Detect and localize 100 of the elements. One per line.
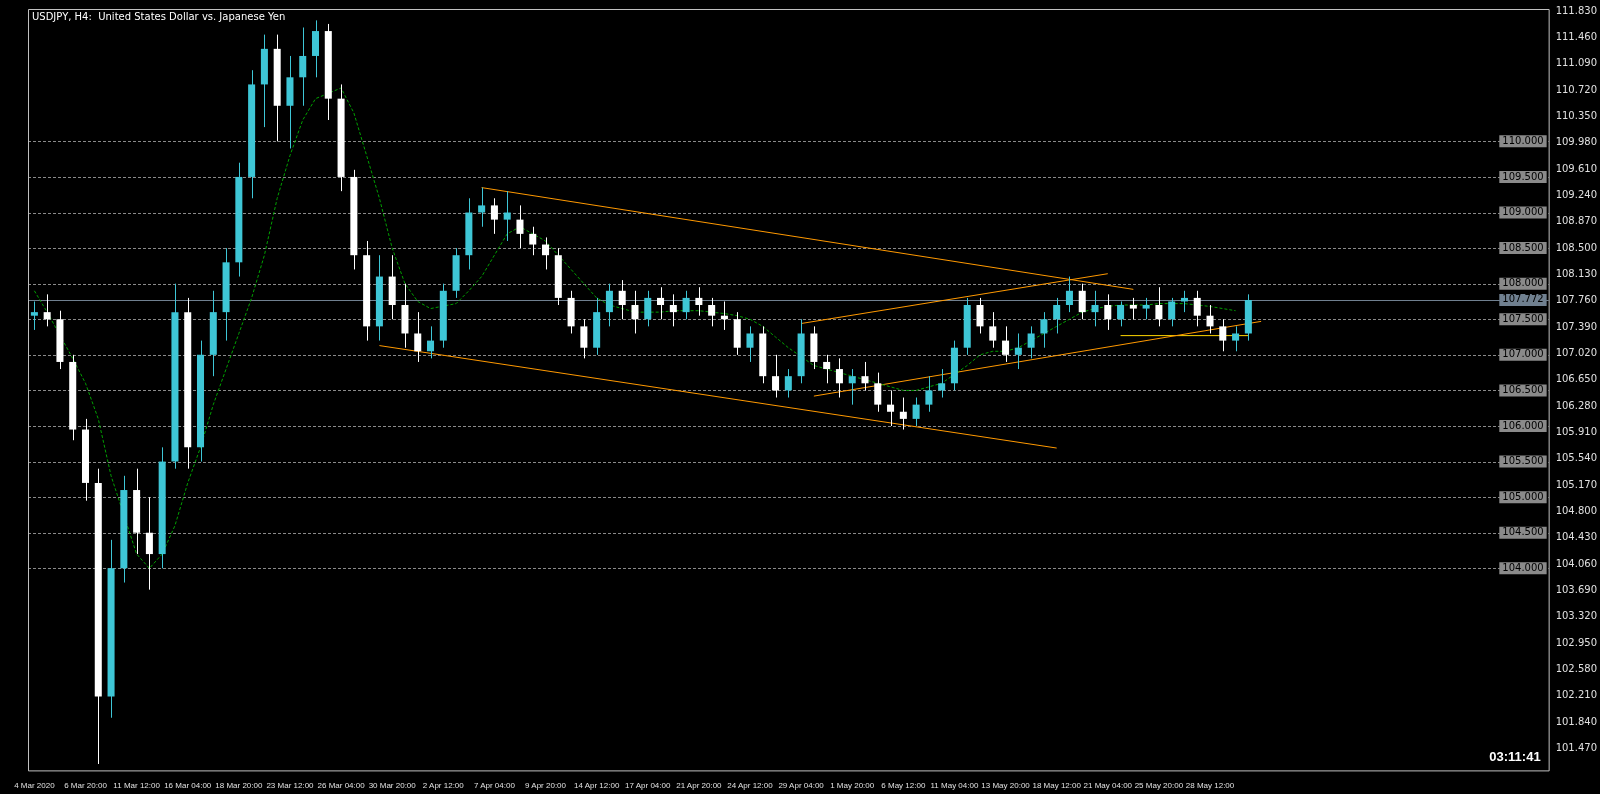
candlestick [145,496,153,591]
candlestick [1117,300,1125,327]
candlestick [490,197,498,235]
x-tick-label: 13 May 20:00 [981,781,1031,791]
candlestick [925,375,933,413]
x-tick-label: 21 Apr 20:00 [676,781,723,791]
y-tick-label: 103.690 [1555,583,1598,595]
candlestick [1078,283,1086,320]
candlestick [580,318,588,359]
ref-line-label: 106.000 [1502,419,1544,431]
candlestick [887,389,895,427]
candlestick [1027,325,1035,359]
candlestick [1129,297,1137,320]
candlestick [823,354,831,384]
y-tick-label: 111.090 [1555,57,1598,69]
candlestick [529,226,537,256]
x-tick-label: 4 Mar 2020 [14,781,56,791]
candlestick [784,368,792,399]
candlestick [1193,290,1201,327]
candlestick [1219,318,1227,352]
candlestick [938,368,946,399]
x-tick-label: 11 May 04:00 [930,781,979,791]
candlestick [874,372,882,413]
y-tick-label: 102.950 [1555,636,1598,648]
candlestick [644,290,652,327]
y-tick-label: 110.350 [1555,110,1598,122]
candlestick [605,283,613,327]
y-tick-label: 107.020 [1555,347,1598,358]
candlestick [1155,286,1163,327]
y-tick-label: 107.760 [1555,294,1598,306]
x-tick-label: 30 Mar 20:00 [368,781,417,791]
candlestick [989,311,997,349]
candlestick [1142,297,1150,320]
x-tick-label: 25 May 20:00 [1134,781,1184,791]
candlestick [1168,297,1176,327]
candlestick [657,286,665,320]
y-tick-label: 108.870 [1555,215,1598,227]
chart-title: USDJPY, H4: United States Dollar vs. Japanese Yen [32,10,286,22]
candlestick [976,297,984,334]
x-tick-label: 26 Mar 04:00 [317,781,366,791]
y-tick-label: 102.580 [1555,662,1598,674]
y-tick-label: 111.460 [1555,31,1598,43]
y-tick-label: 104.430 [1555,531,1598,543]
x-tick-label: 16 Mar 04:00 [164,781,212,791]
ref-line-label: 108.000 [1502,277,1544,289]
candlestick [1065,276,1073,313]
y-tick-label: 103.320 [1555,610,1598,622]
ref-line-label: 109.000 [1502,206,1544,218]
y-tick-label: 111.830 [1555,4,1598,16]
y-tick-label: 106.650 [1555,373,1598,385]
annotation: 03:11:41 [1489,749,1541,765]
y-tick-label: 110.720 [1555,83,1598,95]
x-tick-label: 18 May 12:00 [1032,781,1082,791]
y-tick-label: 109.240 [1555,189,1598,201]
x-tick-label: 29 Apr 04:00 [778,781,825,791]
y-tick-label: 105.910 [1555,425,1598,437]
ref-line-label: 104.500 [1502,526,1544,538]
candlestick [669,293,677,327]
ref-line-label: 107.000 [1502,348,1544,360]
y-tick-label: 109.610 [1555,162,1598,174]
candlestick [631,290,639,334]
x-tick-label: 14 Apr 12:00 [573,781,620,791]
ref-line-label: 106.500 [1502,384,1544,396]
candlestick [772,354,780,399]
candlestick [746,325,754,363]
ref-line-label: 107.772 [1502,293,1544,305]
y-tick-label: 105.540 [1555,452,1598,464]
y-tick-label: 101.470 [1555,741,1598,753]
candlestick [503,190,511,242]
y-tick-label: 102.210 [1555,689,1598,701]
x-tick-label: 6 May 12:00 [881,781,926,791]
x-tick-label: 11 Mar 12:00 [113,781,161,791]
y-tick-label: 107.390 [1555,320,1598,332]
y-tick-label: 104.800 [1555,504,1598,516]
candlestick [478,187,486,228]
y-tick-label: 104.060 [1555,557,1598,569]
candlestick [912,397,920,427]
candlestick [1014,332,1022,370]
candlestick [835,357,843,399]
y-tick-label: 109.980 [1555,136,1598,148]
candlestick [1053,297,1061,334]
x-tick-label: 1 May 20:00 [830,781,875,791]
candlestick [542,236,550,270]
ref-line-label: 108.500 [1502,241,1544,253]
x-tick-label: 21 May 04:00 [1083,781,1133,791]
x-tick-label: 2 Apr 12:00 [422,781,465,791]
candlestick [1091,290,1099,327]
candlestick [516,204,524,249]
ref-line-label: 104.000 [1502,561,1544,573]
y-tick-label: 108.500 [1555,241,1598,253]
candlestick [1040,311,1048,349]
ref-line-label: 105.500 [1502,455,1544,467]
x-tick-label: 9 Apr 20:00 [525,781,567,791]
candlestick [1002,325,1010,363]
candlestick [695,286,703,317]
candlestick [618,279,626,320]
x-tick-label: 18 Mar 20:00 [215,781,263,791]
x-tick-label: 6 Mar 20:00 [64,781,108,791]
y-tick-label: 105.170 [1555,478,1598,490]
y-tick-label: 101.840 [1555,715,1598,727]
